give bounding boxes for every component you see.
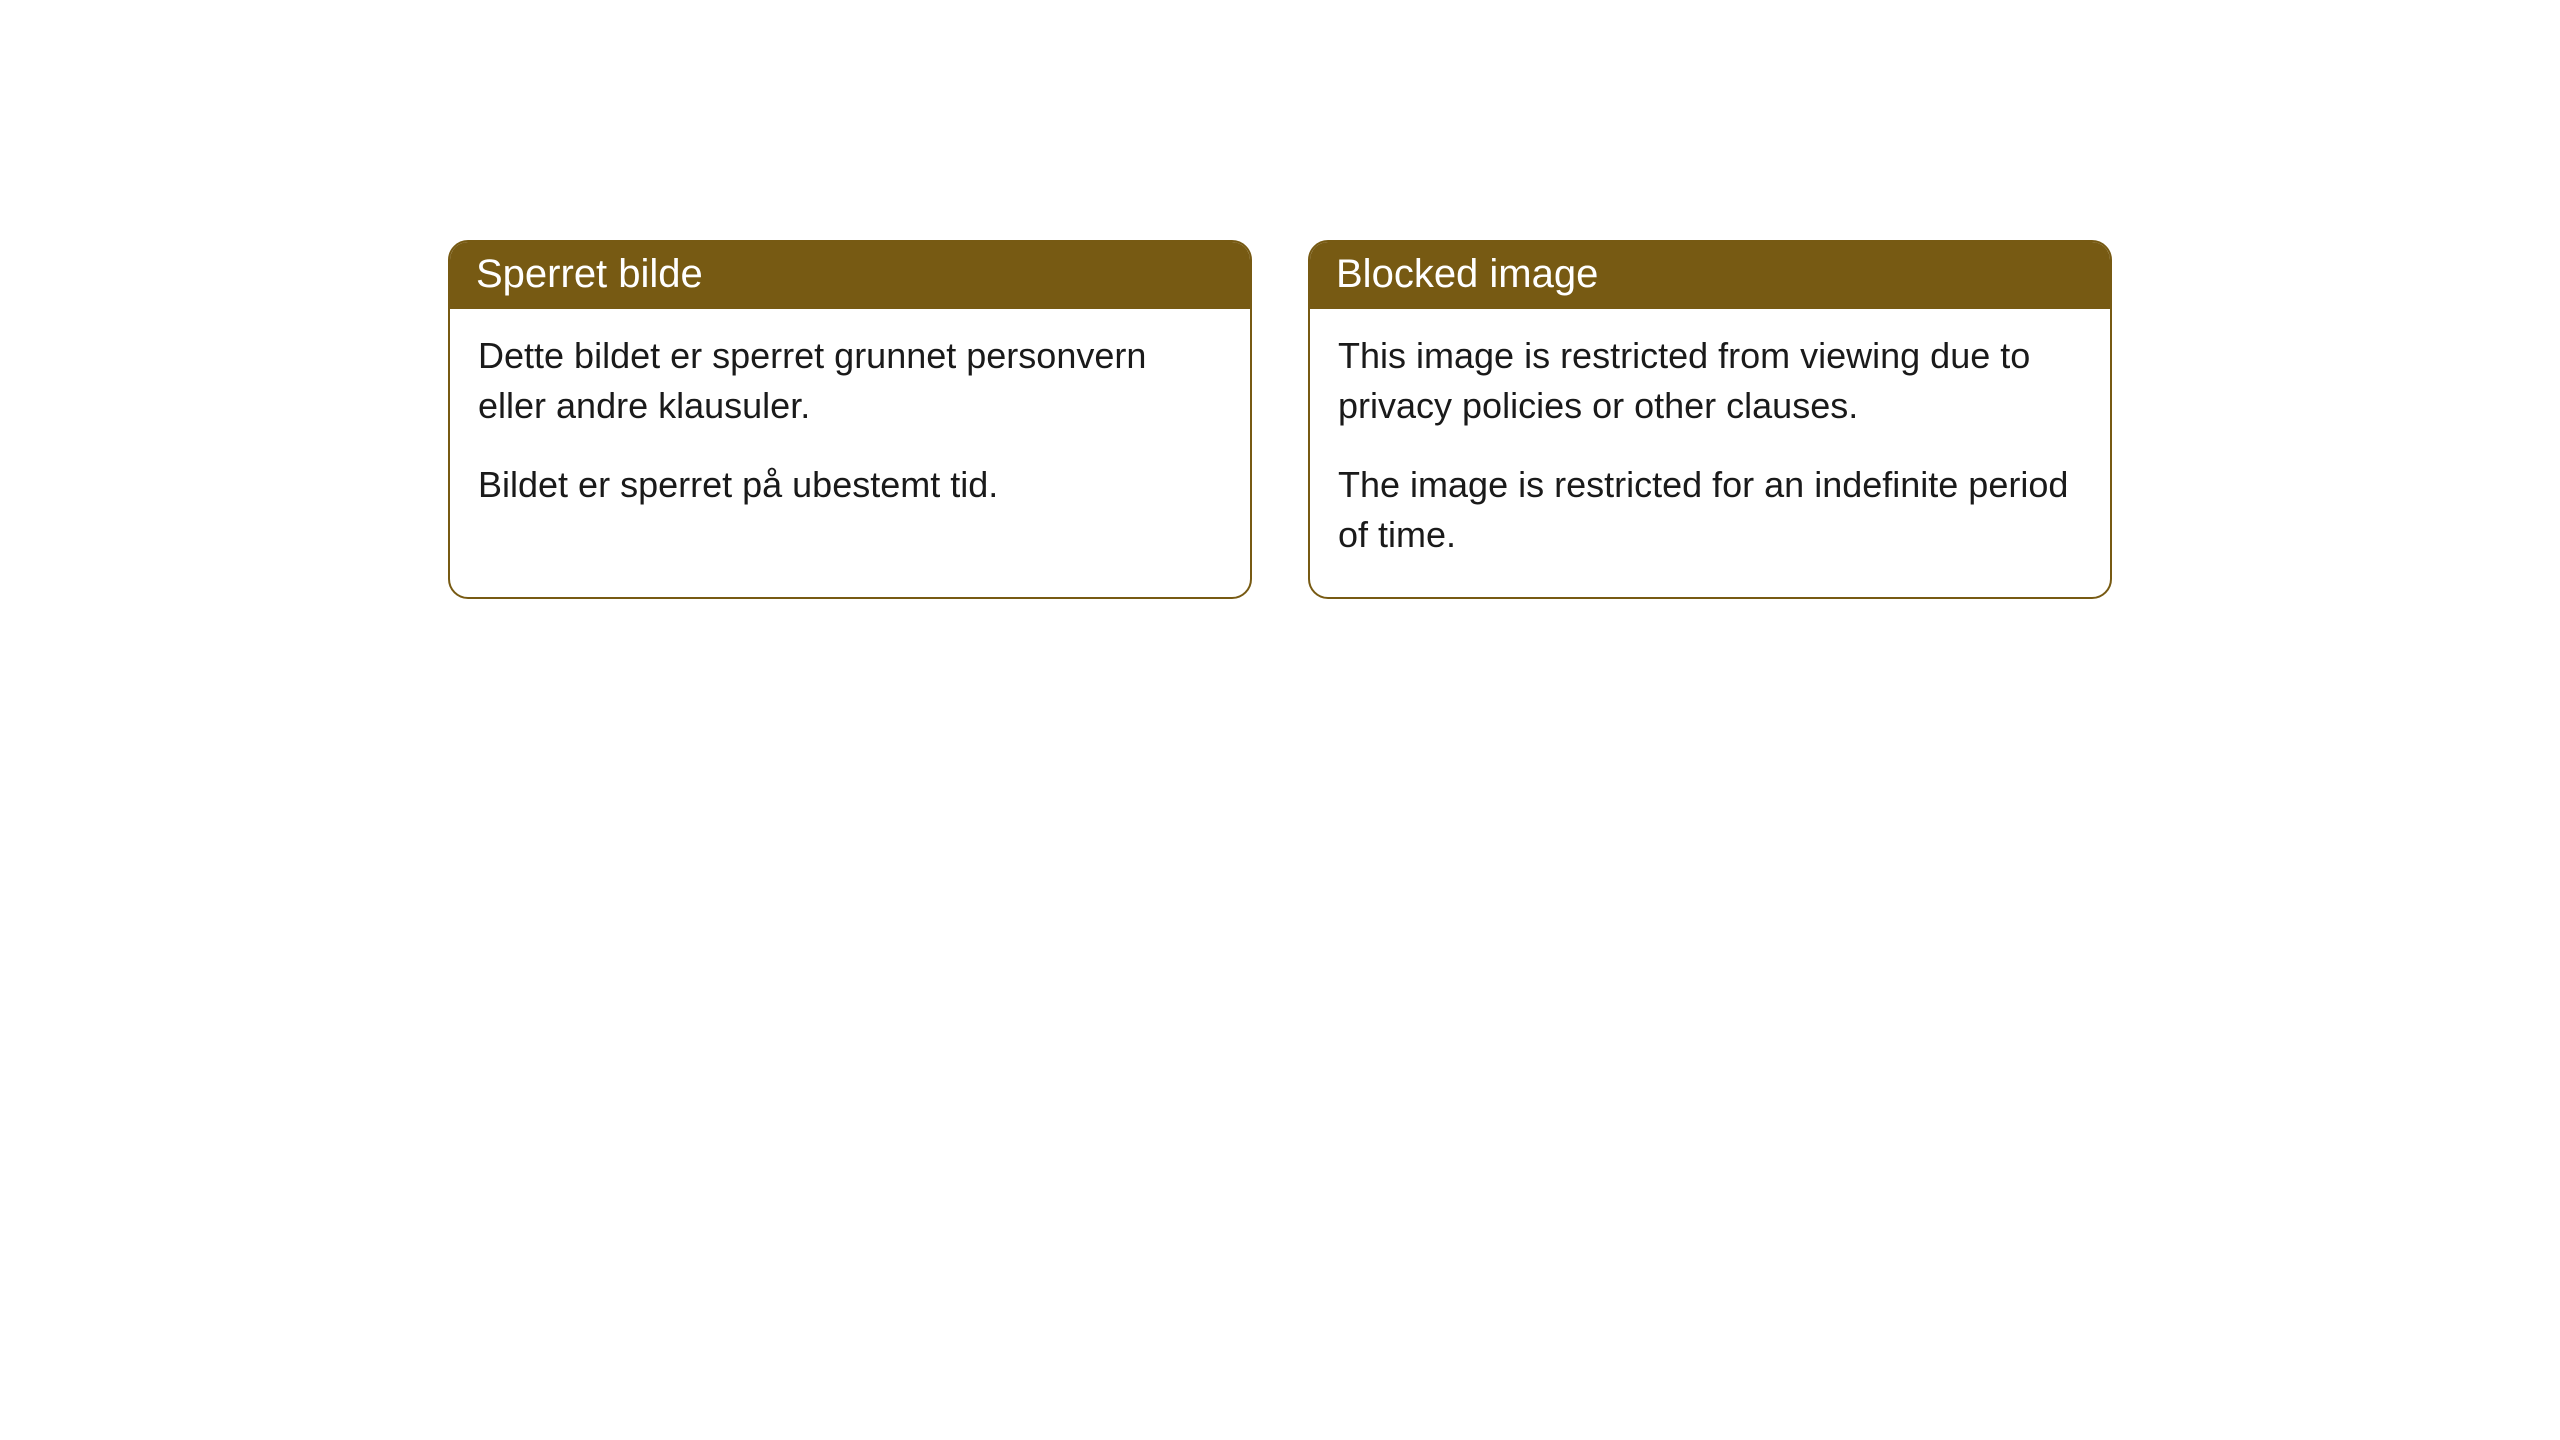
card-paragraph-2: The image is restricted for an indefinit…: [1338, 460, 2082, 561]
card-header: Blocked image: [1310, 242, 2110, 309]
card-paragraph-1: Dette bildet er sperret grunnet personve…: [478, 331, 1222, 432]
card-paragraph-1: This image is restricted from viewing du…: [1338, 331, 2082, 432]
card-paragraph-2: Bildet er sperret på ubestemt tid.: [478, 460, 1222, 510]
notice-container: Sperret bilde Dette bildet er sperret gr…: [448, 240, 2112, 599]
card-header: Sperret bilde: [450, 242, 1250, 309]
card-body: This image is restricted from viewing du…: [1310, 309, 2110, 597]
card-body: Dette bildet er sperret grunnet personve…: [450, 309, 1250, 546]
card-title: Sperret bilde: [476, 252, 703, 296]
card-title: Blocked image: [1336, 252, 1598, 296]
blocked-image-card-norwegian: Sperret bilde Dette bildet er sperret gr…: [448, 240, 1252, 599]
blocked-image-card-english: Blocked image This image is restricted f…: [1308, 240, 2112, 599]
